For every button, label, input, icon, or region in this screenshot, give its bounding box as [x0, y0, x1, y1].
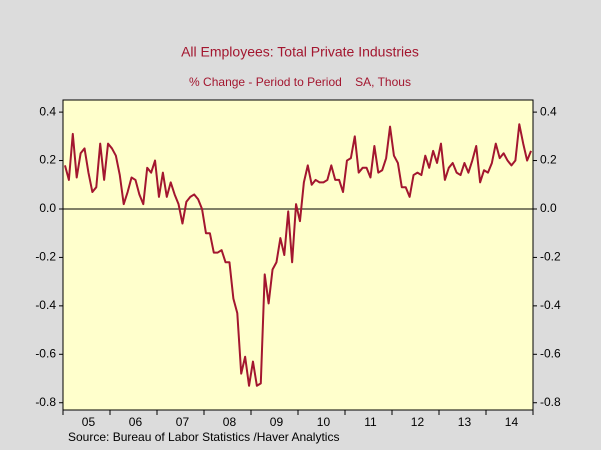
x-tick-label: 14 [505, 415, 519, 429]
y2-tick-label: 0.4 [540, 104, 557, 118]
x-tick-label: 07 [176, 415, 190, 429]
y2-tick-label: -0.2 [540, 250, 561, 264]
y-tick-label: 0.4 [39, 104, 56, 118]
chart-title: All Employees: Total Private Industries [181, 44, 419, 60]
x-tick-label: 12 [411, 415, 425, 429]
y-tick-label: 0.0 [39, 201, 56, 215]
y-tick-label: 0.2 [39, 153, 56, 167]
y2-tick-label: -0.6 [540, 346, 561, 360]
y-tick-label: -0.6 [35, 346, 56, 360]
plot-area [62, 99, 534, 411]
y2-tick-label: 0.0 [540, 201, 557, 215]
x-tick-label: 11 [364, 415, 377, 429]
x-tick-label: 08 [223, 415, 237, 429]
x-tick-label: 05 [82, 415, 96, 429]
chart-subtitle: % Change - Period to Period SA, Thous [189, 75, 411, 89]
y2-tick-label: -0.8 [540, 395, 561, 409]
x-tick-label: 13 [458, 415, 472, 429]
y2-tick-label: -0.4 [540, 298, 561, 312]
y-tick-label: -0.4 [35, 298, 56, 312]
y-tick-label: -0.8 [35, 395, 56, 409]
x-tick-label: 06 [129, 415, 143, 429]
y2-tick-label: 0.2 [540, 153, 557, 167]
x-tick-label: 09 [270, 415, 284, 429]
source-note: Source: Bureau of Labor Statistics /Have… [68, 430, 339, 444]
y-tick-label: -0.2 [35, 250, 56, 264]
data-line [63, 123, 532, 387]
x-tick-label: 10 [317, 415, 331, 429]
